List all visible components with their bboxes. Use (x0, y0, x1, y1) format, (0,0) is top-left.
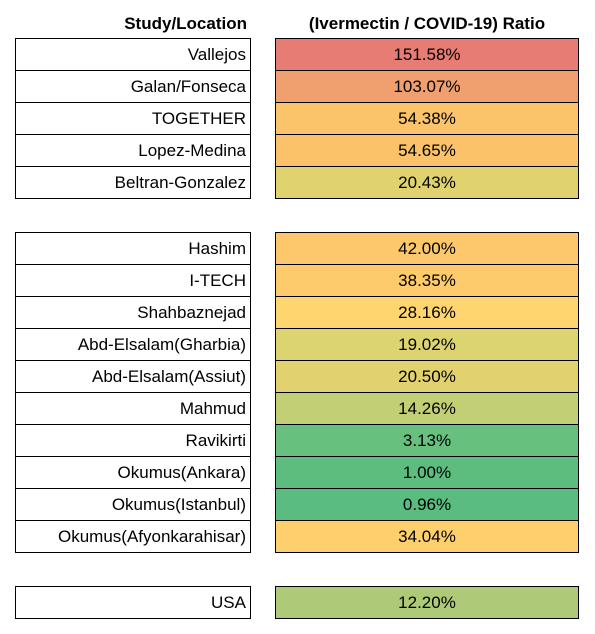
ratio-cell: 38.35% (275, 264, 579, 297)
study-cell: Mahmud (15, 392, 251, 425)
ratio-cell: 20.43% (275, 166, 579, 199)
ratio-cell: 19.02% (275, 328, 579, 361)
ratio-cell: 14.26% (275, 392, 579, 425)
study-cell: Galan/Fonseca (15, 70, 251, 103)
study-cell: Abd-Elsalam(Assiut) (15, 360, 251, 393)
ratio-cell: 54.38% (275, 102, 579, 135)
ratio-cell: 103.07% (275, 70, 579, 103)
study-cell: I-TECH (15, 264, 251, 297)
study-cell: Okumus(Afyonkarahisar) (15, 520, 251, 553)
ratio-cell: 1.00% (275, 456, 579, 489)
ratio-cell: 20.50% (275, 360, 579, 393)
ratio-cell: 54.65% (275, 134, 579, 167)
study-cell: TOGETHER (15, 102, 251, 135)
study-cell: Vallejos (15, 38, 251, 71)
study-cell: Okumus(Istanbul) (15, 488, 251, 521)
study-cell: Lopez-Medina (15, 134, 251, 167)
ratio-cell: 28.16% (275, 296, 579, 329)
ratio-cell: 151.58% (275, 38, 579, 71)
study-cell: Shahbaznejad (15, 296, 251, 329)
ratio-cell: 34.04% (275, 520, 579, 553)
study-cell: Beltran-Gonzalez (15, 166, 251, 199)
ratio-cell: 3.13% (275, 424, 579, 457)
ratio-cell: 42.00% (275, 232, 579, 265)
ratio-cell: 12.20% (275, 586, 579, 619)
header-ratio: (Ivermectin / COVID-19) Ratio (308, 14, 546, 33)
study-cell: USA (15, 586, 251, 619)
study-cell: Abd-Elsalam(Gharbia) (15, 328, 251, 361)
study-cell: Okumus(Ankara) (15, 456, 251, 489)
study-cell: Hashim (15, 232, 251, 265)
ratio-cell: 0.96% (275, 488, 579, 521)
header-study: Study/Location (124, 14, 247, 33)
study-cell: Ravikirti (15, 424, 251, 457)
